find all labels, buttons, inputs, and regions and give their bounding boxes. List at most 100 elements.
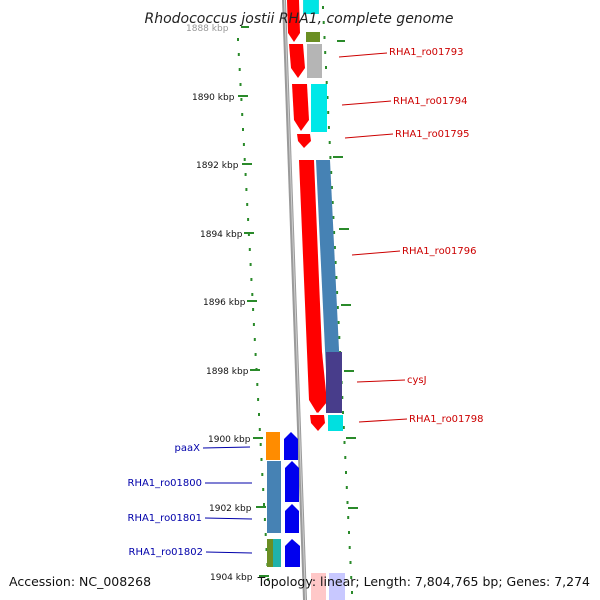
guide-dot xyxy=(349,561,352,564)
gene-label[interactable]: RHA1_ro01795 xyxy=(395,129,470,140)
guide-dot xyxy=(341,396,344,399)
guide-dot xyxy=(338,336,341,339)
guide-dot xyxy=(237,38,239,41)
guide-dot xyxy=(347,516,350,519)
guide-dot xyxy=(258,413,260,416)
domain-box[interactable] xyxy=(273,539,281,567)
guide-dot xyxy=(324,51,327,54)
ruler-tick-label: 1898 kbp xyxy=(206,367,249,377)
guide-dot xyxy=(240,98,243,101)
gene-arrow[interactable] xyxy=(285,539,300,567)
gene-arrow[interactable] xyxy=(292,84,309,131)
domain-box[interactable] xyxy=(267,461,281,533)
guide-dot xyxy=(330,186,333,189)
guide-dot xyxy=(243,158,246,161)
gene-label[interactable]: RHA1_ro01802 xyxy=(129,547,204,558)
gene-label[interactable]: RHA1_ro01796 xyxy=(402,246,477,257)
guide-dot xyxy=(322,6,324,9)
gene-arrow[interactable] xyxy=(297,134,311,148)
label-leader-line xyxy=(341,100,392,106)
gene-arrow[interactable] xyxy=(289,44,305,78)
forward-strand xyxy=(287,0,327,431)
guide-dot xyxy=(248,248,251,251)
guide-dot xyxy=(325,66,327,69)
guide-dot xyxy=(329,156,332,159)
guide-dot xyxy=(336,306,339,309)
guide-dot xyxy=(256,383,259,386)
label-leader-line xyxy=(356,379,406,383)
domain-box[interactable] xyxy=(267,539,273,567)
guide-dot xyxy=(247,233,250,236)
guide-dot xyxy=(325,81,328,84)
map-title: Rhodococcus jostii RHA1, complete genome xyxy=(144,11,453,27)
guide-dot xyxy=(350,576,353,579)
label-leader-line xyxy=(344,133,394,139)
domain-box[interactable] xyxy=(304,0,318,14)
guide-dot xyxy=(322,21,325,24)
label-leader-line xyxy=(204,517,253,520)
guide-dot xyxy=(334,261,337,264)
guide-dot xyxy=(247,218,250,221)
ruler: 1888 kbp 1890 kbp 1892 kbp 1894 kbp 1896… xyxy=(186,24,358,583)
domain-box[interactable] xyxy=(316,160,342,413)
guide-dot xyxy=(239,83,242,86)
domain-box[interactable] xyxy=(307,44,322,78)
guide-dot xyxy=(332,216,335,219)
ruler-tick-label: 1900 kbp xyxy=(208,435,251,445)
gene-arrow[interactable] xyxy=(285,504,299,533)
accession-text: Accession: NC_008268 xyxy=(9,574,151,589)
guide-dot xyxy=(261,473,264,476)
reverse-labels: paaX RHA1_ro01800 RHA1_ro01801 RHA1_ro01… xyxy=(128,443,253,558)
gene-arrow[interactable] xyxy=(308,352,327,413)
guide-dot xyxy=(254,353,257,356)
guide-dot xyxy=(333,246,336,249)
guide-dot xyxy=(260,458,263,461)
guide-dot xyxy=(253,338,256,341)
gene-arrow[interactable] xyxy=(284,432,298,460)
topology-text: Topology: linear; Length: 7,804,765 bp; … xyxy=(257,574,590,589)
guide-dot xyxy=(246,203,249,206)
guide-dot xyxy=(351,591,353,594)
gene-arrow[interactable] xyxy=(310,415,325,431)
guide-dot xyxy=(342,426,345,429)
gene-arrow[interactable] xyxy=(285,461,299,502)
ruler-tick-label: 1892 kbp xyxy=(196,161,239,171)
guide-dot xyxy=(252,308,255,311)
domain-box xyxy=(329,573,345,600)
domain-box[interactable] xyxy=(266,432,280,460)
gene-label[interactable]: RHA1_ro01794 xyxy=(393,96,468,107)
gene-arrow[interactable] xyxy=(287,0,300,42)
gene-label[interactable]: cysJ xyxy=(407,375,427,386)
guide-dot xyxy=(251,293,254,296)
guide-dot xyxy=(252,323,255,326)
guide-dot xyxy=(258,428,261,431)
guide-dot xyxy=(242,143,245,146)
domain-box xyxy=(311,573,326,600)
guide-dot xyxy=(345,486,348,489)
gene-label[interactable]: RHA1_ro01800 xyxy=(128,478,203,489)
ruler-tick-label: 1888 kbp xyxy=(186,24,229,34)
label-leader-line xyxy=(205,551,253,554)
gene-label[interactable]: paaX xyxy=(175,443,201,454)
guide-dot xyxy=(259,443,262,446)
domain-box[interactable] xyxy=(311,84,327,132)
guide-dot xyxy=(323,36,326,39)
guide-dot xyxy=(343,441,346,444)
gene-label[interactable]: RHA1_ro01798 xyxy=(409,414,484,425)
guide-dot xyxy=(237,53,240,56)
guide-dot xyxy=(263,518,266,521)
guide-dot xyxy=(263,503,265,506)
forward-labels: RHA1_ro01793 RHA1_ro01794 RHA1_ro01795 R… xyxy=(338,47,484,425)
gene-label[interactable]: RHA1_ro01793 xyxy=(389,47,464,58)
guide-dot xyxy=(262,488,265,491)
gene-label[interactable]: RHA1_ro01801 xyxy=(128,513,203,524)
guide-dot xyxy=(342,411,344,414)
domain-box[interactable] xyxy=(306,32,320,42)
guide-dot xyxy=(326,96,329,99)
ruler-tick-label: 1904 kbp xyxy=(210,573,253,583)
gene-arrow[interactable] xyxy=(299,160,324,413)
guide-dot xyxy=(267,578,270,581)
domain-box[interactable] xyxy=(326,352,342,413)
ruler-tick-label: 1896 kbp xyxy=(203,298,246,308)
domain-box[interactable] xyxy=(328,415,343,431)
